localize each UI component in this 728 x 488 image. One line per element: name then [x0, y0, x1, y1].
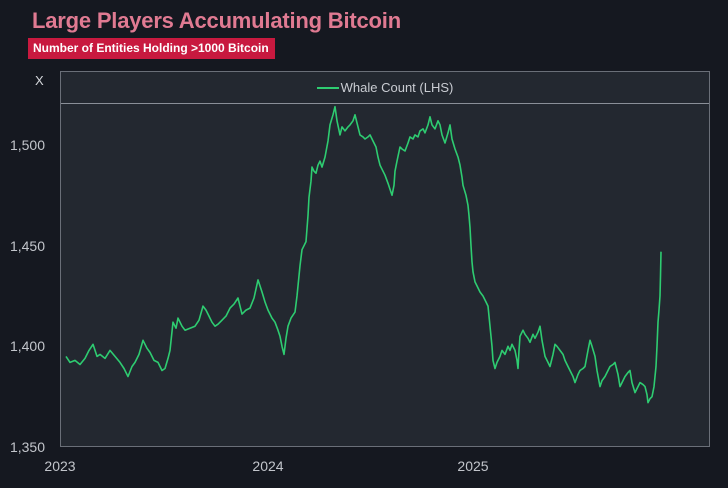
y-tick-label: 1,450 [9, 237, 45, 254]
y-axis-unit-label: X [35, 73, 44, 88]
legend-line-swatch-icon [316, 86, 339, 89]
chart-subtitle-badge: Number of Entities Holding >1000 Bitcoin [28, 38, 275, 59]
x-tick-label: 2023 [44, 458, 76, 474]
y-tick-label: 1,500 [9, 137, 45, 153]
x-tick-label: 2024 [252, 458, 284, 474]
x-tick-label: 2025 [457, 458, 489, 474]
plot-area: Whale Count (LHS) [60, 71, 710, 447]
legend: Whale Count (LHS) [61, 72, 709, 104]
y-tick-label: 1,350 [9, 439, 45, 455]
legend-label: Whale Count (LHS) [340, 80, 454, 95]
y-tick-label: 1,400 [9, 338, 45, 355]
chart-title: Large Players Accumulating Bitcoin [32, 8, 401, 33]
